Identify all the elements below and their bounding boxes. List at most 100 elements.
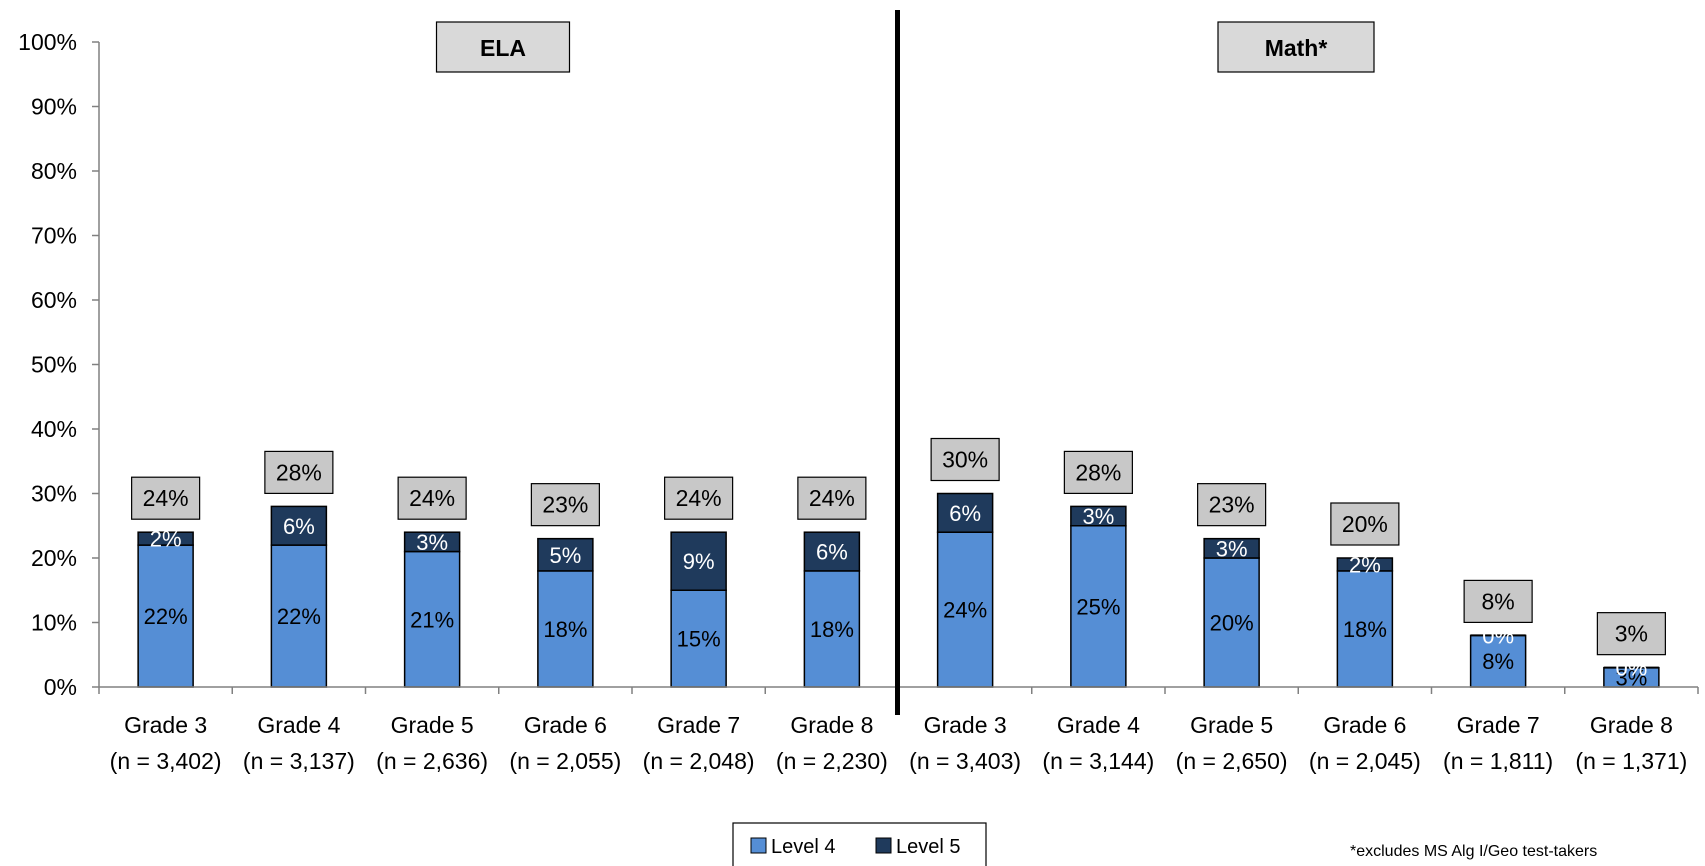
data-label-level-5: 6%: [949, 501, 981, 526]
total-label-box: [797, 476, 867, 520]
x-category-label: Grade 6: [1323, 712, 1406, 738]
data-label-level-4: 8%: [1482, 649, 1514, 674]
total-label: 23%: [542, 492, 588, 518]
data-label-level-5: 9%: [683, 549, 715, 574]
bar-level-4: [537, 570, 594, 688]
bar-level-4: [670, 589, 727, 688]
x-category-n-label: (n = 2,055): [509, 748, 621, 774]
total-label-box: [397, 476, 467, 520]
y-tick-label: 60%: [31, 287, 77, 313]
y-tick-label: 20%: [31, 545, 77, 571]
data-label-level-4: 22%: [277, 604, 321, 629]
x-category-label: Grade 5: [391, 712, 474, 738]
total-label-box: [264, 450, 334, 494]
total-label-box: [930, 437, 1000, 482]
y-tick-label: 0%: [44, 674, 77, 700]
legend-box: [732, 822, 987, 866]
data-label-level-5: 5%: [549, 543, 581, 568]
x-category-label: Grade 8: [1590, 712, 1673, 738]
x-category-label: Grade 3: [924, 712, 1007, 738]
data-label-level-4: 18%: [810, 617, 854, 642]
bar-level-4: [1070, 525, 1127, 688]
bar-level-4: [403, 550, 461, 688]
total-label: 24%: [809, 485, 855, 511]
y-axis: 0% 10% 20% 30% 40% 50% 60% 70% 80% 90% 100%: [18, 29, 100, 700]
data-label-level-4: 18%: [1343, 617, 1387, 642]
legend-label: Level 5: [896, 836, 961, 858]
data-label-level-4: 21%: [410, 607, 454, 632]
legend: Level 4 Level 5: [732, 822, 987, 866]
total-label-box: [1197, 483, 1267, 527]
bar-level-5: [1070, 505, 1127, 527]
x-category-label: Grade 4: [1057, 712, 1140, 738]
total-label: 28%: [1075, 459, 1121, 485]
x-category-label: Grade 4: [257, 712, 340, 738]
panel-label-box: [435, 21, 571, 73]
bar-level-5: [803, 531, 861, 572]
total-label-box: [1596, 612, 1666, 656]
legend-swatch: [875, 837, 892, 854]
total-label: 24%: [676, 485, 722, 511]
footnote: *excludes MS Alg I/Geo test-takers: [1350, 843, 1597, 860]
panel-label: ELA: [480, 35, 526, 61]
y-tick-label: 50%: [31, 352, 77, 378]
total-label: 24%: [409, 485, 455, 511]
bar-level-5: [403, 531, 461, 553]
legend-label: Level 4: [771, 836, 836, 858]
bar-level-5: [936, 492, 994, 533]
total-label-box: [530, 483, 600, 527]
bar-level-4: [1469, 634, 1527, 688]
x-category-n-label: (n = 3,137): [243, 748, 355, 774]
legend-swatch: [750, 837, 767, 854]
y-tick-label: 70%: [31, 223, 77, 249]
data-label-level-5: 6%: [816, 540, 848, 565]
x-category-n-label: (n = 2,636): [376, 748, 488, 774]
data-label-level-4: 20%: [1210, 611, 1254, 636]
data-label-level-4: 25%: [1076, 594, 1120, 619]
x-category-n-label: (n = 2,230): [776, 748, 888, 774]
data-label-level-4: 18%: [543, 617, 587, 642]
bar-level-4: [1203, 557, 1260, 688]
y-tick-label: 10%: [31, 610, 77, 636]
y-tick-label: 90%: [31, 94, 77, 120]
x-category-n-label: (n = 2,045): [1309, 748, 1421, 774]
x-category-label: Grade 3: [124, 712, 207, 738]
x-category-n-label: (n = 3,144): [1042, 748, 1154, 774]
x-category-n-label: (n = 3,402): [110, 748, 222, 774]
total-label: 3%: [1615, 621, 1648, 647]
x-category-n-label: (n = 2,048): [643, 748, 755, 774]
x-category-label: Grade 5: [1190, 712, 1273, 738]
data-label-level-5: 2%: [150, 527, 182, 552]
x-category-n-label: (n = 1,811): [1443, 748, 1553, 774]
bar-level-4: [1336, 570, 1394, 688]
x-category-label: Grade 6: [524, 712, 607, 738]
total-label: 8%: [1482, 588, 1515, 614]
x-category-label: Grade 8: [790, 712, 873, 738]
x-axis: Grade 3 (n = 3,402) Grade 4 (n = 3,137) Grad…: [98, 686, 1699, 774]
x-category-n-label: (n = 1,371): [1575, 748, 1687, 774]
x-category-label: Grade 7: [657, 712, 740, 738]
bars: 22% 2% 24% 22% 6% 28% 21% 3% 24% 18% 5% 23% 15% 9% 24%…: [131, 437, 1666, 690]
y-tick-label: 80%: [31, 158, 77, 184]
total-label-box: [1463, 579, 1533, 624]
total-label: 24%: [143, 485, 189, 511]
total-label-box: [1330, 502, 1400, 546]
y-tick-label: 30%: [31, 481, 77, 507]
data-label-level-5: 0%: [1615, 656, 1647, 681]
y-tick-label: 100%: [18, 29, 77, 55]
bar-level-4: [137, 544, 194, 688]
data-label-level-5: 6%: [283, 514, 315, 539]
data-label-level-5: 3%: [1082, 504, 1114, 529]
data-label-level-4: 15%: [677, 627, 721, 652]
total-label: 23%: [1209, 492, 1255, 518]
x-category-label: Grade 7: [1457, 712, 1540, 738]
bar-level-5: [670, 531, 727, 592]
data-label-level-4: 22%: [144, 604, 188, 629]
bar-level-5: [1336, 557, 1394, 572]
bar-level-5: [1203, 537, 1260, 559]
data-label-level-4: 3%: [1615, 665, 1647, 690]
panel-label: Math*: [1265, 35, 1328, 61]
bar-level-5: [270, 505, 328, 546]
bar-level-5: [137, 531, 194, 546]
